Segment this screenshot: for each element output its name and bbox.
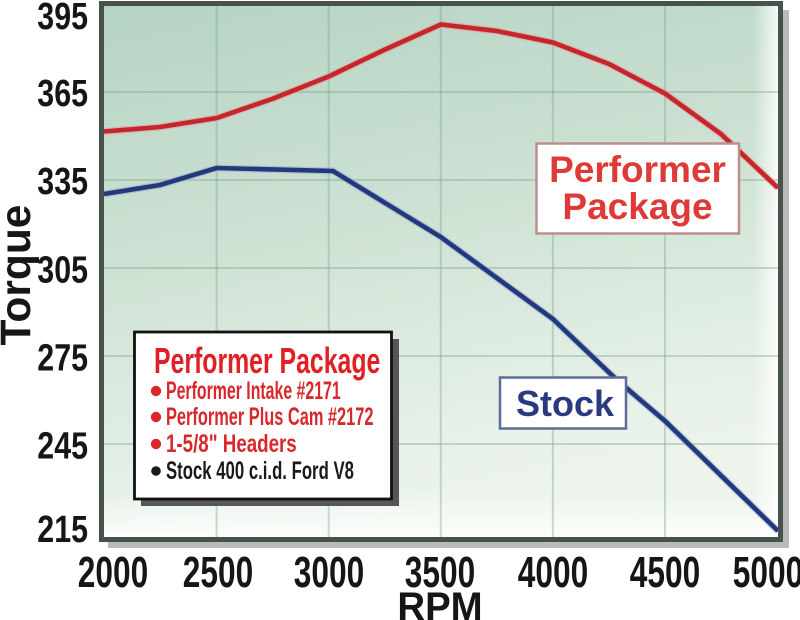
svg-text:335: 335: [37, 161, 88, 203]
svg-text:2000: 2000: [78, 548, 148, 597]
svg-text:Performer Intake #2171: Performer Intake #2171: [166, 378, 341, 405]
svg-text:Performer Package: Performer Package: [154, 340, 380, 381]
svg-text:275: 275: [37, 337, 88, 379]
svg-text:2500: 2500: [183, 548, 253, 597]
svg-text:Torque: Torque: [0, 205, 40, 346]
svg-text:395: 395: [37, 0, 88, 38]
svg-text:Stock: Stock: [516, 383, 615, 424]
svg-text:Performer: Performer: [549, 149, 726, 190]
svg-text:5000: 5000: [733, 548, 800, 597]
svg-text:Stock 400 c.i.d. Ford V8: Stock 400 c.i.d. Ford V8: [166, 457, 354, 485]
svg-text:Performer Plus Cam #2172: Performer Plus Cam #2172: [166, 404, 373, 431]
svg-text:4000: 4000: [518, 548, 588, 597]
svg-text:1-5/8" Headers: 1-5/8" Headers: [166, 429, 297, 457]
svg-text:305: 305: [37, 249, 88, 291]
svg-text:365: 365: [37, 73, 88, 115]
svg-text:215: 215: [37, 509, 88, 551]
svg-text:RPM: RPM: [397, 585, 482, 620]
svg-text:245: 245: [37, 425, 88, 467]
svg-text:3000: 3000: [294, 548, 364, 597]
svg-text:3500: 3500: [405, 548, 475, 597]
svg-text:4500: 4500: [630, 548, 700, 597]
svg-text:Package: Package: [562, 186, 712, 227]
